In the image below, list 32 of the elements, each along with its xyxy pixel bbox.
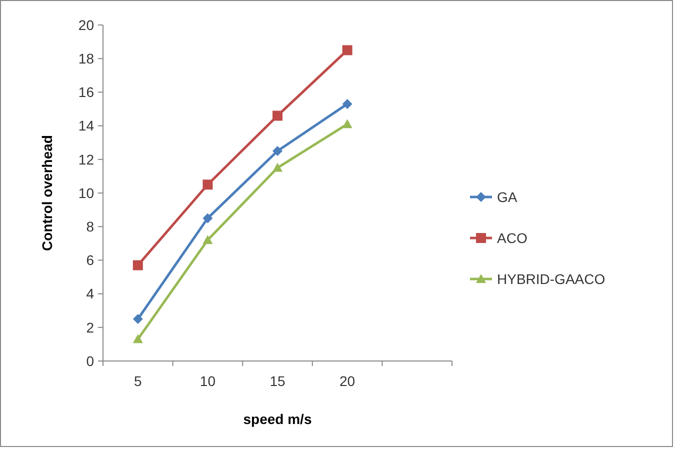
legend-label: ACO (497, 230, 528, 246)
point (272, 146, 282, 156)
x-tick-label: 10 (200, 373, 216, 389)
y-tick-label: 0 (86, 352, 94, 369)
y-axis-title: Control overhead (39, 135, 55, 251)
point (132, 260, 143, 270)
legend-label: HYBRID-GAACO (497, 270, 606, 287)
y-tick-label: 10 (78, 184, 94, 201)
y-tick-label: 2 (86, 319, 94, 336)
legend-label: GA (497, 188, 518, 205)
x-tick-label: 15 (270, 373, 286, 389)
x-axis-title: speed m/s (243, 411, 312, 427)
point (202, 180, 213, 190)
x-tick-label: 5 (134, 373, 142, 389)
y-tick-label: 8 (86, 218, 94, 234)
y-tick-label: 6 (86, 252, 94, 268)
point (132, 314, 143, 324)
y-tick-label: 20 (78, 16, 94, 33)
point (202, 235, 213, 244)
point (342, 45, 352, 56)
y-tick-label: 18 (78, 50, 94, 66)
y-tick-label: 14 (78, 118, 94, 134)
y-tick-label: 4 (86, 286, 94, 302)
point (272, 110, 282, 121)
x-tick-label: 20 (340, 373, 356, 389)
point (202, 213, 213, 224)
point (342, 119, 352, 128)
point (132, 334, 143, 344)
y-tick-label: 12 (78, 151, 94, 168)
point (272, 162, 282, 172)
point (342, 98, 352, 109)
y-tick-label: 16 (78, 84, 94, 100)
